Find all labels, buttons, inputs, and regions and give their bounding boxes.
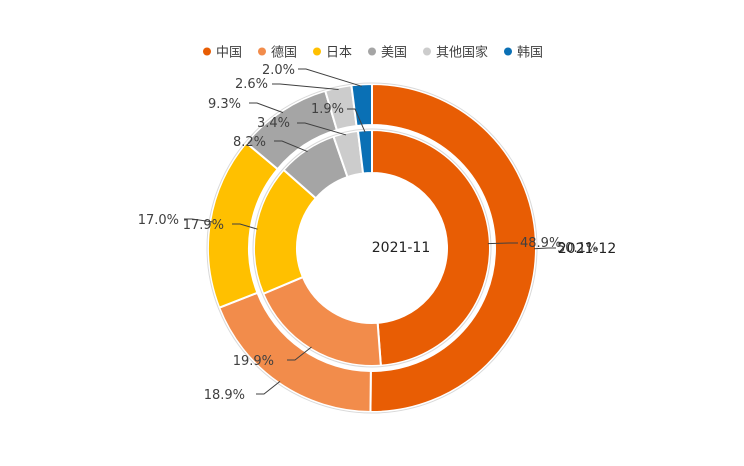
outer-leader-line <box>249 102 284 114</box>
outer-ring-slice[interactable] <box>369 82 537 413</box>
outer-leader-line <box>184 218 213 223</box>
outer-data-label: 9.3% <box>208 97 241 112</box>
legend-item[interactable]: 美国 <box>368 46 407 61</box>
inner-data-label: 19.9% <box>233 354 274 369</box>
legend-label: 其他国家 <box>436 45 488 61</box>
leader-lines <box>184 68 556 395</box>
inner-data-label: 48.9% <box>520 236 561 251</box>
inner-ring-slice[interactable] <box>356 128 373 175</box>
inner-leader-line <box>297 122 347 136</box>
inner-leader-line <box>232 223 258 230</box>
legend-label: 中国 <box>216 46 242 61</box>
inner-leader-line <box>287 346 312 361</box>
outer-data-label: 18.9% <box>204 388 245 403</box>
legend-label: 德国 <box>271 46 297 61</box>
legend-marker <box>423 47 431 56</box>
inner-data-label: 17.9% <box>183 218 224 233</box>
rings <box>206 82 538 414</box>
outer-ring-slice[interactable] <box>350 82 373 128</box>
legend-item[interactable]: 其他国家 <box>423 45 488 61</box>
legend-label: 日本 <box>326 46 352 61</box>
outer-data-label: 50.1% <box>557 241 598 256</box>
inner-ring-name: 2021-11 <box>372 240 431 256</box>
inner-leader-line <box>274 140 308 153</box>
data-labels: 48.9% 19.9% 17.9% 8.2% 3.4% 1.9% 50.1% 18.9% 17.… <box>138 63 599 403</box>
inner-data-label: 3.4% <box>257 116 290 131</box>
outer-ring-outline <box>206 82 538 414</box>
outer-data-label: 2.6% <box>235 77 268 92</box>
inner-ring-slice[interactable] <box>371 128 491 367</box>
legend-marker <box>313 47 321 56</box>
outer-data-label: 2.0% <box>262 63 295 78</box>
legend-item[interactable]: 日本 <box>313 46 352 61</box>
legend-label: 韩国 <box>517 46 543 61</box>
legend: 中国 德国 日本 美国 其他国家 韩国 <box>203 45 543 61</box>
outer-data-label: 17.0% <box>138 213 179 228</box>
inner-data-label: 8.2% <box>233 135 266 150</box>
legend-marker <box>258 47 266 56</box>
inner-data-label: 1.9% <box>311 102 344 117</box>
outer-leader-line <box>298 68 362 87</box>
inner-leader-line <box>347 108 366 133</box>
legend-item[interactable]: 韩国 <box>504 46 543 61</box>
legend-item[interactable]: 中国 <box>203 46 242 61</box>
inner-ring-outline <box>252 128 492 368</box>
outer-leader-line <box>256 380 281 395</box>
outer-ring-name: 2021-12 <box>558 241 617 257</box>
outer-leader-line <box>272 83 339 90</box>
inner-leader-line <box>487 242 518 245</box>
legend-marker <box>504 47 512 56</box>
legend-marker <box>203 47 211 56</box>
legend-label: 美国 <box>381 46 407 61</box>
legend-marker <box>368 47 376 56</box>
outer-leader-line <box>533 247 556 250</box>
legend-item[interactable]: 德国 <box>258 46 297 61</box>
